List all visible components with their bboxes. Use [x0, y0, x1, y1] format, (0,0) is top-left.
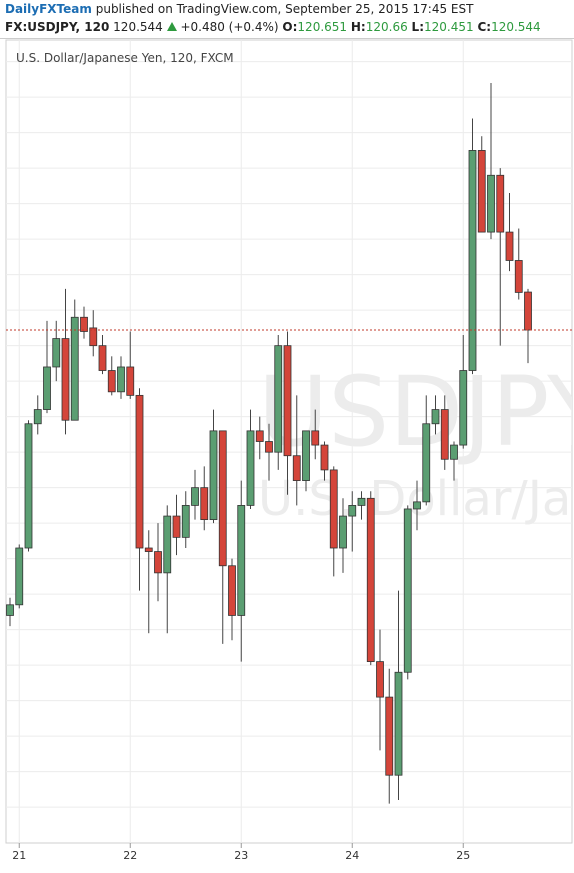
candle-body [52, 338, 61, 368]
candle-body [376, 661, 384, 698]
candle-body [80, 316, 88, 332]
candle-body [514, 260, 523, 293]
x-tick-label: 24 [345, 849, 359, 862]
x-tick-label: 25 [456, 849, 470, 862]
candle-body [237, 505, 246, 616]
candle-body [117, 366, 125, 393]
candle-body [172, 515, 181, 538]
change: +0.480 (+0.4%) [180, 20, 279, 34]
o-value: 120.651 [297, 20, 348, 34]
symbol: FX:USDJPY, 120 [5, 20, 110, 34]
header: DailyFXTeam published on TradingView.com… [0, 0, 574, 39]
candle-body [265, 441, 273, 453]
candle-body [477, 150, 486, 233]
candle-body [505, 231, 514, 261]
candle-body [357, 497, 366, 506]
candle-body [24, 423, 33, 549]
candle-body [459, 370, 468, 446]
candle-body [135, 394, 144, 549]
h-label: H: [350, 20, 366, 34]
candle-body [468, 150, 477, 371]
candle-body [413, 501, 421, 510]
candle-body [61, 338, 70, 421]
candle-body [450, 444, 458, 460]
candle-body [43, 366, 51, 410]
candle-body [218, 430, 227, 567]
price: 120.544 [113, 20, 163, 34]
candle-body [394, 671, 403, 776]
watermark-name: U.S. Dollar/Japanese Yen [258, 471, 574, 527]
candle-body [181, 505, 190, 538]
candle-body [348, 505, 357, 517]
candle-body [200, 487, 209, 521]
candle-body [496, 174, 505, 233]
up-arrow [166, 22, 177, 31]
candle-body [6, 604, 14, 616]
candle-body [440, 409, 449, 460]
candle-body [422, 423, 431, 503]
candle-body [228, 565, 236, 616]
x-tick-label: 21 [12, 849, 26, 862]
candle-body [191, 487, 199, 506]
candle-body [320, 444, 329, 471]
candle-body [126, 366, 135, 396]
candle-body [385, 696, 394, 776]
candle-body [274, 345, 283, 453]
candle-body [163, 515, 172, 574]
c-value: 120.544 [491, 20, 541, 34]
candle-body [98, 345, 107, 371]
o-label: O: [282, 20, 298, 34]
published: published on TradingView.com, September … [95, 2, 474, 16]
candle-body [339, 515, 347, 549]
candle-body [33, 409, 42, 425]
candle-body [107, 370, 116, 393]
x-tick-label: 23 [234, 849, 248, 862]
candle-body [255, 430, 264, 442]
candle-body [302, 430, 310, 481]
candle-body [154, 551, 162, 574]
legend: U.S. Dollar/Japanese Yen, 120, FXCM [16, 51, 234, 65]
l-label: L: [411, 20, 424, 34]
l-value: 120.451 [424, 20, 474, 34]
candle-body [366, 497, 375, 663]
x-tick-label: 22 [123, 849, 137, 862]
candle-body [403, 508, 412, 673]
quote-line: FX:USDJPY, 120 120.544 +0.480 (+0.4%) O:… [5, 20, 541, 34]
candle-body [487, 174, 495, 233]
h-value: 120.66 [365, 20, 408, 34]
candle-body [209, 430, 218, 521]
author[interactable]: DailyFXTeam [5, 2, 92, 16]
candle-body [89, 327, 98, 347]
candle-body [15, 547, 24, 606]
candle-body [431, 409, 440, 425]
candle-body [311, 430, 320, 446]
candle-body [246, 430, 255, 506]
header-line: DailyFXTeam published on TradingView.com… [5, 2, 473, 16]
c-label: C: [477, 20, 492, 34]
candle-body [70, 316, 79, 421]
watermark-symbol: USDJPY [258, 356, 574, 468]
candle-body [283, 345, 292, 457]
candle-body [329, 469, 338, 549]
candle-body [144, 547, 153, 552]
candle-body [524, 291, 532, 331]
candle-body [292, 455, 301, 481]
